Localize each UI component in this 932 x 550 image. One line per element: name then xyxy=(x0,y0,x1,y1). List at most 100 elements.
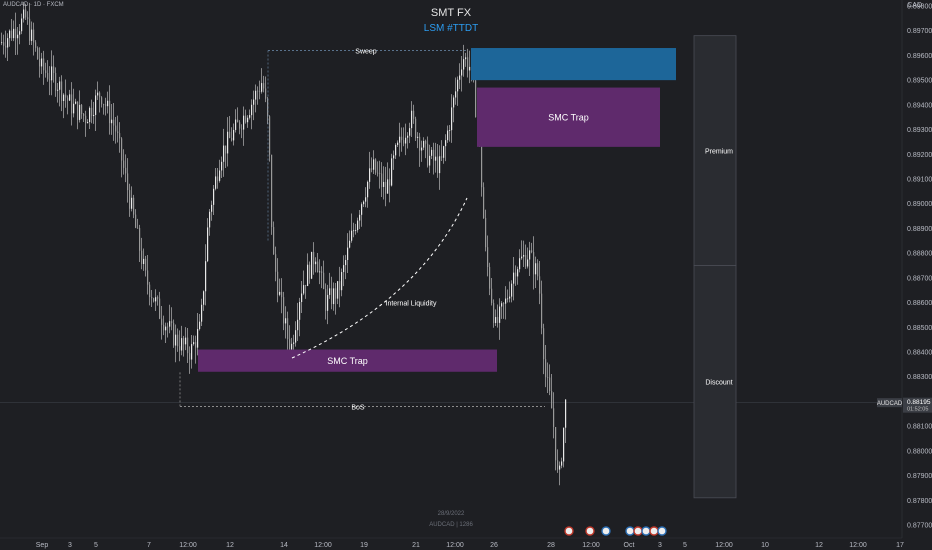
economic-event-flag-icon[interactable] xyxy=(641,526,651,536)
candle xyxy=(161,306,163,340)
candle xyxy=(69,89,71,102)
candle xyxy=(541,280,543,335)
candle xyxy=(109,85,111,135)
candle xyxy=(15,12,17,56)
candle xyxy=(157,295,159,306)
symbol-tag[interactable]: AUDCAD · 1D · FXCM xyxy=(3,2,64,8)
candle xyxy=(79,90,81,123)
candle xyxy=(183,335,185,357)
candle xyxy=(389,168,391,203)
candle xyxy=(263,75,265,93)
candle xyxy=(275,246,277,282)
candle xyxy=(539,261,541,305)
candle xyxy=(507,289,509,303)
candle xyxy=(1,32,3,46)
candle xyxy=(403,127,405,147)
price-tag-symbol: AUDCAD xyxy=(877,401,903,407)
candle xyxy=(191,334,193,369)
candle xyxy=(253,90,255,121)
economic-event-flag-icon[interactable] xyxy=(625,526,635,536)
candle xyxy=(429,144,431,173)
candle xyxy=(185,327,187,351)
candle xyxy=(119,122,121,153)
candle xyxy=(335,282,337,315)
candle xyxy=(373,150,375,174)
price-tick-label: 0.89000 xyxy=(907,201,932,208)
candle xyxy=(51,50,53,96)
candle xyxy=(47,60,49,82)
candle xyxy=(13,20,15,42)
candle xyxy=(549,364,551,396)
candle xyxy=(329,272,331,299)
time-tick-label: 12 xyxy=(815,542,823,549)
economic-event-flag-icon[interactable] xyxy=(601,526,611,536)
candle xyxy=(325,283,327,320)
candle xyxy=(127,158,129,203)
candle xyxy=(563,427,565,468)
candle xyxy=(129,183,131,217)
candle xyxy=(421,140,423,162)
candle xyxy=(559,461,561,486)
candle xyxy=(205,244,207,306)
candle xyxy=(497,304,499,328)
candle xyxy=(123,149,125,175)
candle xyxy=(321,266,323,289)
candle xyxy=(339,266,341,308)
economic-event-flag-icon[interactable] xyxy=(564,526,574,536)
candle xyxy=(461,56,463,92)
candle xyxy=(515,265,517,286)
candle xyxy=(87,119,89,124)
candle xyxy=(237,107,239,123)
time-tick-label: 17 xyxy=(896,542,904,549)
candle xyxy=(137,218,139,229)
candle xyxy=(113,102,115,141)
candle xyxy=(353,222,355,238)
candle xyxy=(21,13,23,35)
candle xyxy=(125,154,127,183)
symbol-price-tag xyxy=(877,398,902,408)
time-tick-label: 19 xyxy=(360,542,368,549)
time-tick-label: 10 xyxy=(761,542,769,549)
economic-event-flag-icon[interactable] xyxy=(585,526,595,536)
candle xyxy=(131,186,133,212)
candle xyxy=(365,187,367,208)
time-tick-label: 5 xyxy=(683,542,687,549)
price-tick-label: 0.89100 xyxy=(907,177,932,184)
candle xyxy=(455,77,457,105)
candle xyxy=(49,66,51,96)
candle xyxy=(547,362,549,394)
economic-event-flag-icon[interactable] xyxy=(633,526,643,536)
candle xyxy=(41,52,43,75)
candle xyxy=(303,270,305,296)
candle xyxy=(311,251,313,280)
candle xyxy=(193,335,195,346)
candle xyxy=(39,47,41,78)
candle xyxy=(73,88,75,118)
price-tick-label: 0.88600 xyxy=(907,300,932,307)
candle xyxy=(101,96,103,108)
candle xyxy=(251,99,253,130)
candle xyxy=(433,142,435,175)
candle xyxy=(139,224,141,263)
candle xyxy=(319,259,321,285)
price-tick-label: 0.89300 xyxy=(907,127,932,134)
candle xyxy=(97,81,99,101)
candle xyxy=(397,140,399,148)
candle xyxy=(533,236,535,290)
candle xyxy=(35,40,37,52)
candle xyxy=(537,259,539,281)
economic-event-flag-icon[interactable] xyxy=(657,526,667,536)
candle xyxy=(33,22,35,56)
economic-event-flag-icon[interactable] xyxy=(649,526,659,536)
candle xyxy=(443,145,445,164)
candle xyxy=(357,217,359,233)
candle xyxy=(177,328,179,352)
candle xyxy=(343,255,345,287)
candle xyxy=(499,298,501,340)
time-tick-label: Oct xyxy=(624,542,635,549)
candle xyxy=(367,180,369,208)
range-label: Discount xyxy=(705,380,732,387)
candle xyxy=(175,324,177,363)
candle xyxy=(145,255,147,277)
